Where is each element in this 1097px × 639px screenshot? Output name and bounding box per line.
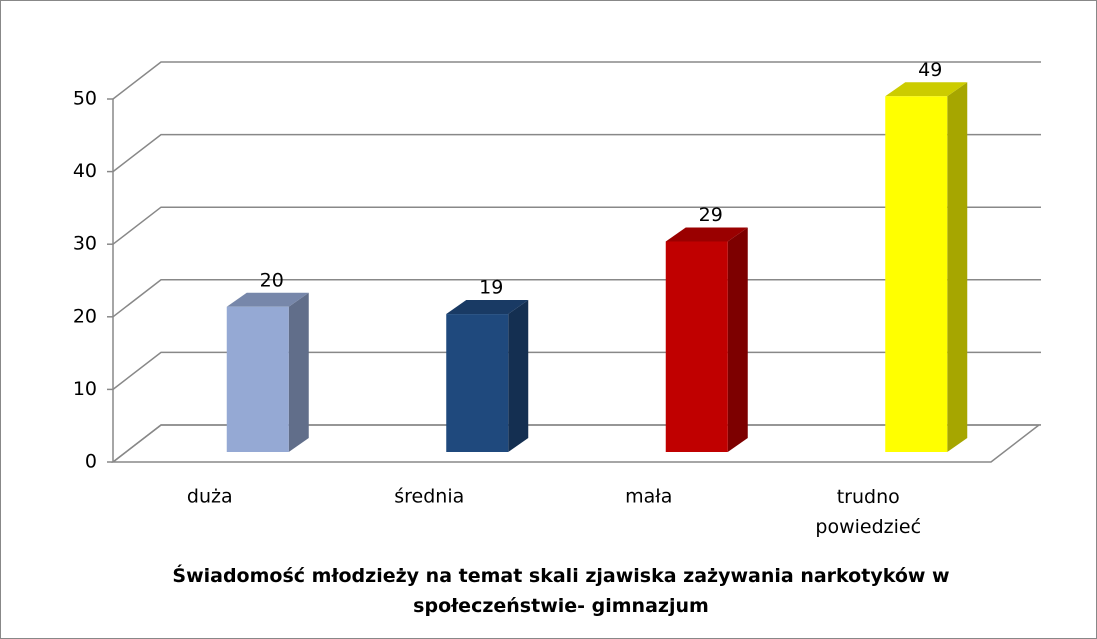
x-tick-label: duża xyxy=(187,486,233,508)
bar-top xyxy=(226,292,309,307)
bar-top xyxy=(885,82,968,97)
bar-side xyxy=(508,300,529,452)
x-tick-label: średnia xyxy=(394,486,464,508)
bar xyxy=(446,300,529,452)
bar-side xyxy=(288,292,309,452)
bar-front xyxy=(665,241,728,452)
label-line: powiedzieć xyxy=(815,516,921,538)
label-line: trudno xyxy=(837,486,900,508)
bar-front xyxy=(446,314,509,452)
grid-line xyxy=(112,133,1041,173)
y-tick-label: 0 xyxy=(85,451,97,473)
y-tick-label: 20 xyxy=(73,305,97,327)
value-label: 19 xyxy=(479,277,503,299)
grid-line xyxy=(112,61,1041,100)
y-tick-label: 10 xyxy=(73,378,97,400)
y-tick-label: 40 xyxy=(73,160,97,182)
y-tick-label: 50 xyxy=(73,88,97,110)
bar-side xyxy=(727,227,748,452)
y-tick-label: 30 xyxy=(73,233,97,255)
x-tick-label: mała xyxy=(625,486,672,508)
bar-side xyxy=(947,82,968,452)
bar-front xyxy=(885,96,948,452)
bar-top xyxy=(665,227,748,242)
bar xyxy=(226,292,309,452)
chart-title: Świadomość młodzieży na temat skali zjaw… xyxy=(172,565,950,617)
x-tick-label: trudno powiedzieć xyxy=(815,486,921,538)
value-label: 49 xyxy=(918,59,942,81)
bar xyxy=(885,82,968,452)
value-label: 29 xyxy=(699,204,723,226)
bar xyxy=(665,227,748,452)
grid-line xyxy=(112,206,1041,245)
value-label: 20 xyxy=(260,269,284,291)
bar-front xyxy=(226,306,289,452)
bar-top xyxy=(446,300,529,315)
